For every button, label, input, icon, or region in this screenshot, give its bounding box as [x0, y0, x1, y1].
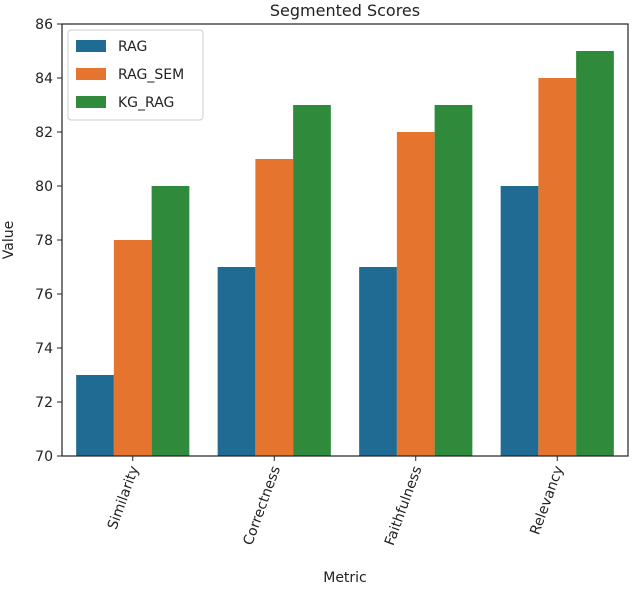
bar-kg_rag-correctness [293, 105, 331, 456]
legend-swatch [76, 40, 106, 52]
bar-rag-relevancy [500, 186, 539, 456]
bar-rag-similarity [76, 375, 114, 456]
bar-kg_rag-relevancy [576, 51, 614, 456]
plot-frame [61, 23, 629, 457]
y-tick-label: 80 [35, 179, 53, 195]
bar-rag_sem-similarity [113, 240, 152, 456]
y-tick-label: 72 [35, 395, 53, 411]
chart-title: Segmented Scores [270, 1, 420, 20]
y-tick-label: 74 [35, 341, 53, 357]
y-tick-label: 82 [35, 125, 53, 141]
y-axis-label: Value [1, 221, 17, 259]
legend: RAG RAG_SEM KG_RAG [67, 29, 204, 121]
x-tick-label: Correctness [241, 464, 284, 548]
y-tick-label: 70 [35, 449, 53, 465]
y-tick-label: 84 [35, 71, 53, 87]
y-tick-label: 86 [35, 17, 53, 33]
y-tick-label: 78 [35, 233, 53, 249]
legend-swatch [76, 68, 106, 80]
bar-rag-correctness [217, 267, 256, 456]
x-tick-label: Similarity [105, 464, 143, 532]
bar-rag_sem-faithfulness [396, 132, 435, 456]
legend-label: KG_RAG [118, 95, 174, 111]
x-axis-label: Metric [323, 570, 367, 585]
legend-label: RAG_SEM [118, 67, 184, 83]
bar-rag_sem-relevancy [538, 78, 577, 456]
bar-kg_rag-faithfulness [434, 105, 473, 456]
y-tick-label: 76 [35, 287, 53, 303]
legend-swatch [76, 96, 106, 108]
bar-rag_sem-correctness [255, 159, 294, 456]
bar-rag-faithfulness [359, 267, 397, 456]
legend-label: RAG [118, 39, 147, 55]
bar-kg_rag-similarity [151, 186, 190, 456]
x-tick-label: Relevancy [527, 464, 567, 537]
x-tick-label: Faithfulness [382, 464, 426, 548]
